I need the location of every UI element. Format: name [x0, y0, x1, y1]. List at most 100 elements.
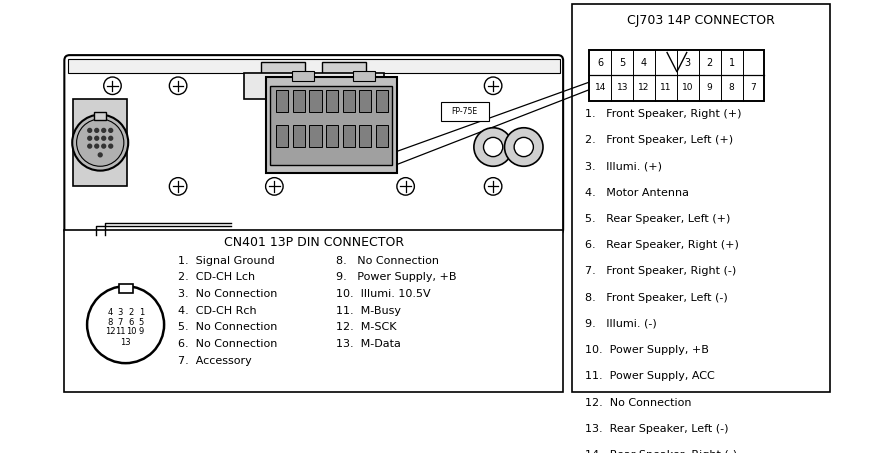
Text: 4.   Motor Antenna: 4. Motor Antenna	[585, 188, 689, 198]
Circle shape	[505, 128, 543, 166]
Text: 12.  M-SCK: 12. M-SCK	[336, 322, 396, 333]
Text: 1: 1	[729, 58, 734, 67]
Text: 10.  Illumi. 10.5V: 10. Illumi. 10.5V	[336, 289, 430, 299]
Bar	[276, 90, 288, 112]
Text: 10.  Power Supply, +B: 10. Power Supply, +B	[585, 345, 709, 355]
Circle shape	[484, 77, 502, 95]
Text: 5.  No Connection: 5. No Connection	[178, 322, 278, 333]
Circle shape	[483, 137, 503, 157]
Bar	[244, 72, 384, 99]
Circle shape	[95, 144, 99, 148]
Circle shape	[98, 153, 102, 157]
Text: 6: 6	[597, 58, 603, 67]
Text: 2: 2	[707, 58, 713, 67]
Bar	[262, 62, 305, 74]
Bar	[64, 230, 563, 392]
Text: 14: 14	[595, 83, 606, 92]
Bar	[276, 125, 288, 147]
Bar	[572, 5, 830, 392]
Bar	[68, 58, 560, 72]
Text: 14.  Rear Speaker, Right (-): 14. Rear Speaker, Right (-)	[585, 450, 737, 453]
Text: 11: 11	[115, 327, 125, 336]
Text: 7.  Accessory: 7. Accessory	[178, 356, 252, 366]
Text: 6.   Rear Speaker, Right (+): 6. Rear Speaker, Right (+)	[585, 240, 739, 250]
Circle shape	[109, 144, 113, 148]
Text: FP-75E: FP-75E	[451, 106, 477, 116]
Text: 8: 8	[107, 318, 112, 327]
Text: 3: 3	[684, 58, 691, 67]
Circle shape	[72, 115, 128, 171]
Text: 2.   Front Speaker, Left (+): 2. Front Speaker, Left (+)	[585, 135, 733, 145]
Text: 9: 9	[139, 327, 144, 336]
Text: 11.  M-Busy: 11. M-Busy	[336, 306, 401, 316]
FancyBboxPatch shape	[64, 55, 563, 235]
Circle shape	[104, 77, 121, 95]
Text: 7.   Front Speaker, Right (-): 7. Front Speaker, Right (-)	[585, 266, 736, 276]
Bar	[73, 99, 127, 186]
Bar	[310, 90, 321, 112]
Circle shape	[88, 144, 92, 148]
Text: 2.  CD-CH Lch: 2. CD-CH Lch	[178, 272, 255, 282]
Circle shape	[87, 286, 164, 363]
Bar	[326, 125, 338, 147]
Text: 7: 7	[117, 318, 123, 327]
Circle shape	[514, 137, 533, 157]
Circle shape	[484, 178, 502, 195]
Bar	[94, 112, 106, 120]
Bar	[360, 125, 371, 147]
Circle shape	[109, 129, 113, 132]
Text: 12: 12	[105, 327, 115, 336]
Text: 4: 4	[641, 58, 647, 67]
Text: 12.  No Connection: 12. No Connection	[585, 398, 692, 408]
Circle shape	[88, 136, 92, 140]
Circle shape	[95, 136, 99, 140]
Circle shape	[101, 129, 106, 132]
Circle shape	[101, 144, 106, 148]
Circle shape	[95, 129, 99, 132]
Circle shape	[265, 178, 283, 195]
Bar	[353, 71, 375, 82]
Text: 7: 7	[750, 83, 756, 92]
Bar	[270, 86, 392, 164]
Text: 3.   Illumi. (+): 3. Illumi. (+)	[585, 161, 662, 171]
Text: 13: 13	[120, 337, 131, 347]
Circle shape	[169, 178, 187, 195]
Text: 8.   No Connection: 8. No Connection	[336, 256, 439, 266]
Bar	[118, 284, 133, 293]
Text: 13.  Rear Speaker, Left (-): 13. Rear Speaker, Left (-)	[585, 424, 729, 434]
Text: 9: 9	[707, 83, 713, 92]
Text: 10: 10	[125, 327, 136, 336]
Bar	[589, 50, 765, 101]
Text: 3: 3	[117, 308, 123, 317]
Bar	[343, 90, 355, 112]
Bar	[343, 125, 355, 147]
Bar	[310, 125, 321, 147]
Text: 13.  M-Data: 13. M-Data	[336, 339, 401, 349]
Text: 5: 5	[139, 318, 144, 327]
Text: 11.  Power Supply, ACC: 11. Power Supply, ACC	[585, 371, 715, 381]
Bar	[293, 90, 305, 112]
Bar	[293, 125, 305, 147]
Text: 1.   Front Speaker, Right (+): 1. Front Speaker, Right (+)	[585, 109, 741, 119]
Text: 5.   Rear Speaker, Left (+): 5. Rear Speaker, Left (+)	[585, 214, 731, 224]
Bar	[376, 90, 388, 112]
Text: 5: 5	[619, 58, 626, 67]
Text: 1: 1	[139, 308, 144, 317]
Text: 12: 12	[638, 83, 650, 92]
Text: 10: 10	[682, 83, 693, 92]
Circle shape	[169, 77, 187, 95]
Text: CN401 13P DIN CONNECTOR: CN401 13P DIN CONNECTOR	[223, 236, 404, 249]
Circle shape	[109, 136, 113, 140]
Bar	[326, 90, 338, 112]
Text: 9.   Power Supply, +B: 9. Power Supply, +B	[336, 272, 456, 282]
Circle shape	[88, 129, 92, 132]
Text: 9.   Illumi. (-): 9. Illumi. (-)	[585, 319, 657, 329]
Circle shape	[473, 128, 513, 166]
Text: 6.  No Connection: 6. No Connection	[178, 339, 278, 349]
Circle shape	[101, 136, 106, 140]
Text: 2: 2	[128, 308, 134, 317]
Text: 3.  No Connection: 3. No Connection	[178, 289, 278, 299]
Text: 13: 13	[617, 83, 628, 92]
Circle shape	[397, 178, 415, 195]
Bar	[376, 125, 388, 147]
